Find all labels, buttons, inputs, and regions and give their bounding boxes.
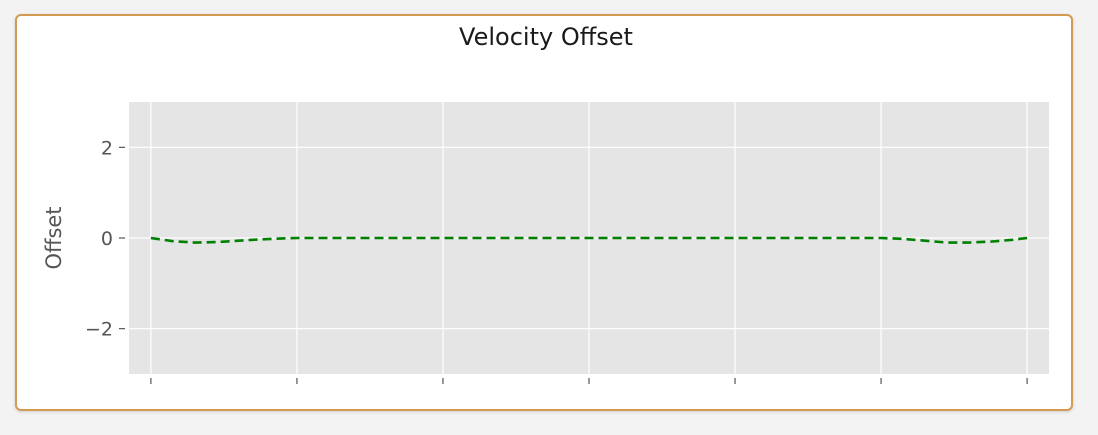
y-tick-label: −2 — [85, 319, 113, 341]
chart-panel: Velocity Offset 2 0 −2 Offset — [15, 14, 1073, 411]
velocity-offset-chart: Velocity Offset 2 0 −2 Offset — [42, 23, 1049, 384]
y-tick-label: 2 — [101, 137, 113, 159]
y-axis-label: Offset — [42, 206, 66, 269]
chart-title: Velocity Offset — [459, 23, 633, 51]
series — [150, 236, 1028, 244]
axis-ticks: 2 0 −2 — [85, 137, 1028, 384]
series-line — [150, 236, 1028, 244]
y-tick-label: 0 — [101, 228, 113, 250]
